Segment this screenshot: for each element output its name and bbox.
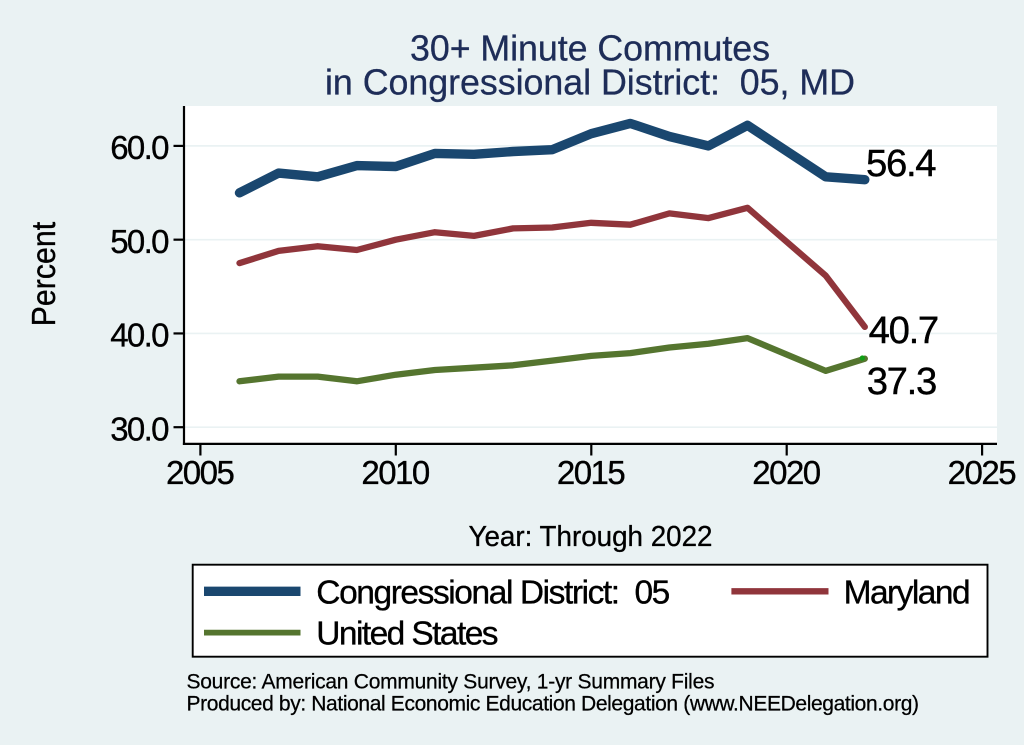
- svg-text:in Congressional District: 05: in Congressional District: 05, MD: [325, 63, 855, 103]
- svg-text:2005: 2005: [166, 454, 235, 491]
- svg-text:40.7: 40.7: [869, 309, 940, 352]
- svg-text:60.0: 60.0: [110, 129, 169, 166]
- svg-text:Year: Through 2022: Year: Through 2022: [469, 521, 713, 553]
- svg-text:2020: 2020: [752, 454, 821, 491]
- svg-text:56.4: 56.4: [866, 142, 937, 185]
- svg-text:Source: American Community Sur: Source: American Community Survey, 1-yr …: [187, 670, 715, 693]
- svg-text:Congressional District: 05: Congressional District: 05: [316, 575, 670, 612]
- svg-text:Produced by: National Economic: Produced by: National Economic Education…: [187, 693, 920, 716]
- svg-text:30+ Minute Commutes: 30+ Minute Commutes: [410, 28, 770, 68]
- svg-text:37.3: 37.3: [867, 360, 938, 403]
- svg-text:2025: 2025: [948, 454, 1017, 491]
- svg-text:2010: 2010: [361, 454, 430, 491]
- svg-text:2015: 2015: [557, 454, 626, 491]
- svg-text:Percent: Percent: [25, 222, 62, 327]
- svg-text:30.0: 30.0: [110, 411, 169, 448]
- svg-text:United States: United States: [316, 616, 498, 653]
- svg-text:50.0: 50.0: [110, 223, 169, 260]
- svg-text:40.0: 40.0: [110, 317, 169, 354]
- svg-text:Maryland: Maryland: [844, 575, 971, 612]
